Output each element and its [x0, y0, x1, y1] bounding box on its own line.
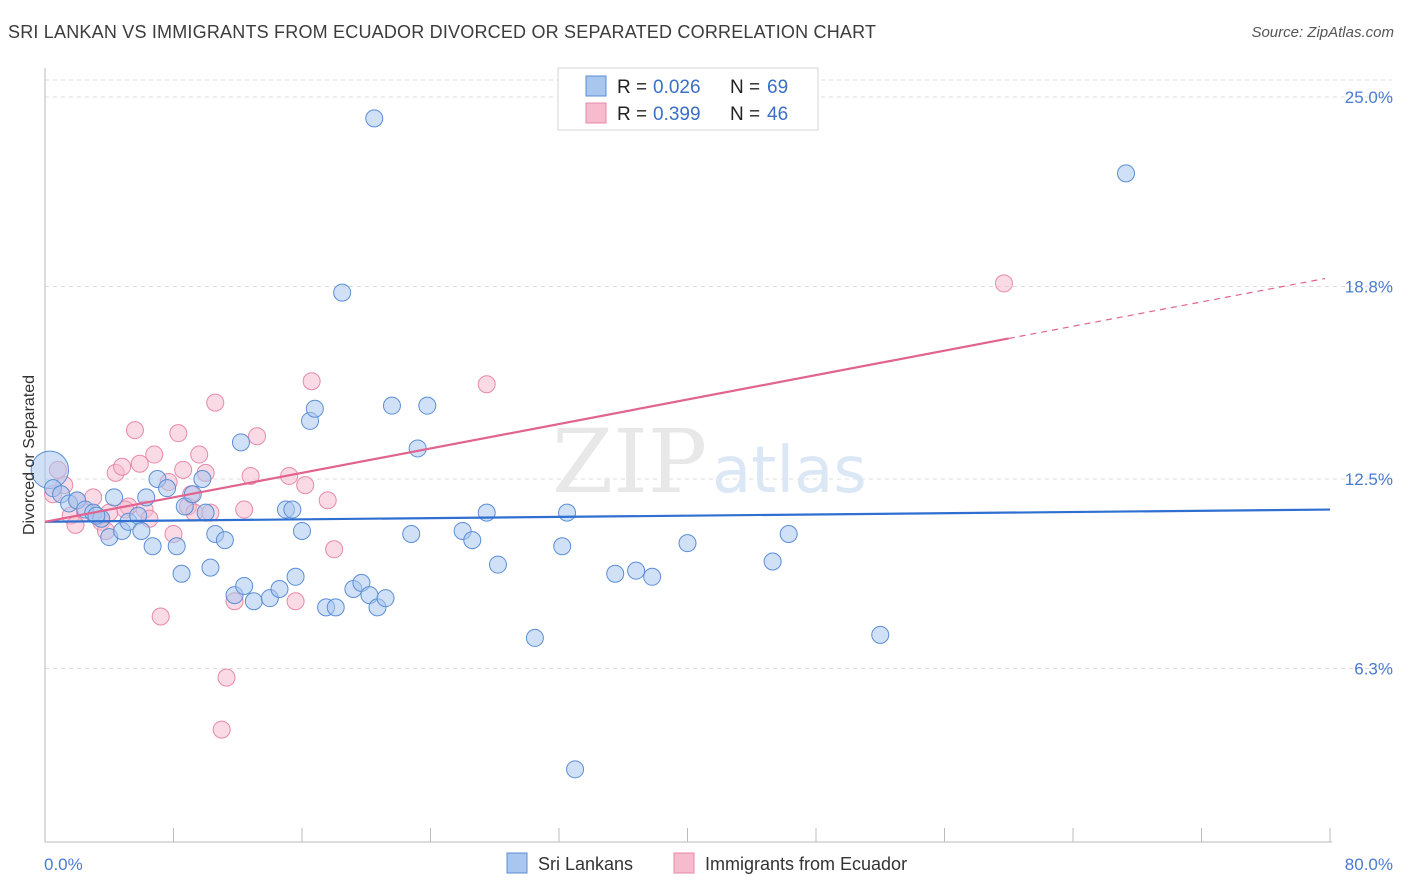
- data-point: [125, 421, 144, 440]
- legend-n-value-blue: 69: [767, 77, 788, 98]
- data-point: [286, 592, 305, 611]
- data-point: [167, 537, 186, 556]
- legend-r-label-pink: R =: [617, 104, 647, 125]
- data-point: [488, 555, 507, 574]
- data-point: [193, 470, 212, 488]
- data-point: [678, 534, 697, 553]
- x-tick-labels: 0.0% 80.0%: [44, 855, 1393, 874]
- legend-n-label-pink: N =: [730, 104, 760, 125]
- data-point: [293, 521, 311, 540]
- data-point: [190, 445, 209, 464]
- data-point: [325, 540, 344, 559]
- bottom-legend-swatch-blue: [506, 852, 528, 874]
- data-point: [763, 552, 782, 571]
- data-point: [151, 607, 170, 626]
- data-point: [206, 393, 225, 412]
- data-point: [283, 500, 302, 519]
- data-point: [553, 537, 572, 556]
- y-tick-label: 6.3%: [1354, 659, 1393, 678]
- data-point: [286, 567, 305, 586]
- chart-source: Source: ZipAtlas.com: [1251, 24, 1394, 41]
- data-point: [174, 460, 193, 479]
- data-point: [376, 589, 395, 608]
- data-point: [627, 561, 646, 580]
- watermark-zip: ZIP: [552, 410, 707, 513]
- trend-lines: [44, 277, 1331, 523]
- data-point: [566, 760, 585, 779]
- y-tick-labels: 6.3% 12.5% 18.8% 25.0%: [1345, 88, 1393, 678]
- data-point: [318, 491, 337, 510]
- data-point: [130, 454, 149, 473]
- data-point: [201, 558, 220, 577]
- legend-r-label-blue: R =: [617, 77, 647, 98]
- y-axis-label: Divorced or Separated: [21, 375, 38, 535]
- data-point: [302, 372, 321, 391]
- data-point: [305, 399, 324, 418]
- data-point: [143, 537, 162, 556]
- data-point: [215, 531, 234, 550]
- data-point: [241, 466, 260, 485]
- data-point: [235, 500, 254, 519]
- data-point: [643, 567, 662, 586]
- data-point: [326, 598, 345, 617]
- x-tick-label-min: 0.0%: [44, 855, 83, 874]
- data-point: [231, 433, 250, 452]
- y-tick-label: 25.0%: [1345, 88, 1393, 107]
- trend-line-srilankans: [44, 508, 1331, 523]
- legend-swatch-pink: [585, 102, 607, 124]
- y-tick-label: 18.8%: [1345, 277, 1393, 296]
- data-point: [296, 476, 315, 495]
- data-point: [172, 564, 191, 583]
- data-point: [871, 625, 890, 644]
- data-point: [365, 109, 384, 128]
- bottom-legend-label-srilankans: Sri Lankans: [538, 854, 633, 874]
- data-point: [158, 479, 177, 498]
- data-point: [994, 274, 1013, 293]
- data-point: [217, 668, 236, 687]
- data-point: [244, 592, 263, 611]
- data-point: [196, 503, 215, 522]
- data-point: [270, 580, 289, 599]
- data-point: [113, 457, 132, 476]
- data-point: [333, 283, 352, 302]
- legend-n-label-blue: N =: [730, 77, 760, 98]
- data-point: [235, 576, 254, 595]
- data-point: [382, 396, 401, 415]
- data-point: [66, 515, 85, 534]
- data-point: [606, 564, 625, 583]
- data-point: [558, 503, 577, 522]
- watermark: ZIP atlas: [552, 410, 867, 513]
- data-point: [525, 628, 544, 647]
- data-point: [402, 525, 421, 544]
- data-point: [779, 525, 798, 544]
- bottom-legend-swatch-pink: [673, 852, 695, 874]
- legend-n-value-pink: 46: [767, 104, 788, 125]
- data-point: [105, 488, 124, 507]
- y-tick-label: 12.5%: [1345, 470, 1393, 489]
- trend-line-ecuador-extension: [1008, 277, 1326, 340]
- trend-line-ecuador: [44, 337, 1009, 523]
- data-point: [248, 427, 267, 446]
- chart-title: SRI LANKAN VS IMMIGRANTS FROM ECUADOR DI…: [8, 22, 877, 42]
- data-point: [145, 445, 164, 464]
- top-legend: R = 0.026 N = 69 R = 0.399 N = 46: [557, 67, 819, 131]
- data-point: [1117, 164, 1136, 183]
- legend-r-value-pink: 0.399: [653, 104, 701, 125]
- data-point: [169, 424, 188, 443]
- watermark-atlas: atlas: [712, 434, 867, 508]
- data-point: [418, 396, 437, 415]
- bottom-legend: Sri Lankans Immigrants from Ecuador: [506, 852, 907, 874]
- x-tick-label-max: 80.0%: [1345, 855, 1393, 874]
- data-point: [408, 439, 427, 458]
- data-point: [132, 521, 151, 540]
- bottom-legend-label-ecuador: Immigrants from Ecuador: [705, 854, 907, 874]
- legend-swatch-blue: [585, 75, 607, 97]
- data-point: [463, 531, 482, 550]
- data-point: [212, 720, 231, 739]
- data-point: [477, 375, 496, 394]
- legend-r-value-blue: 0.026: [653, 77, 701, 98]
